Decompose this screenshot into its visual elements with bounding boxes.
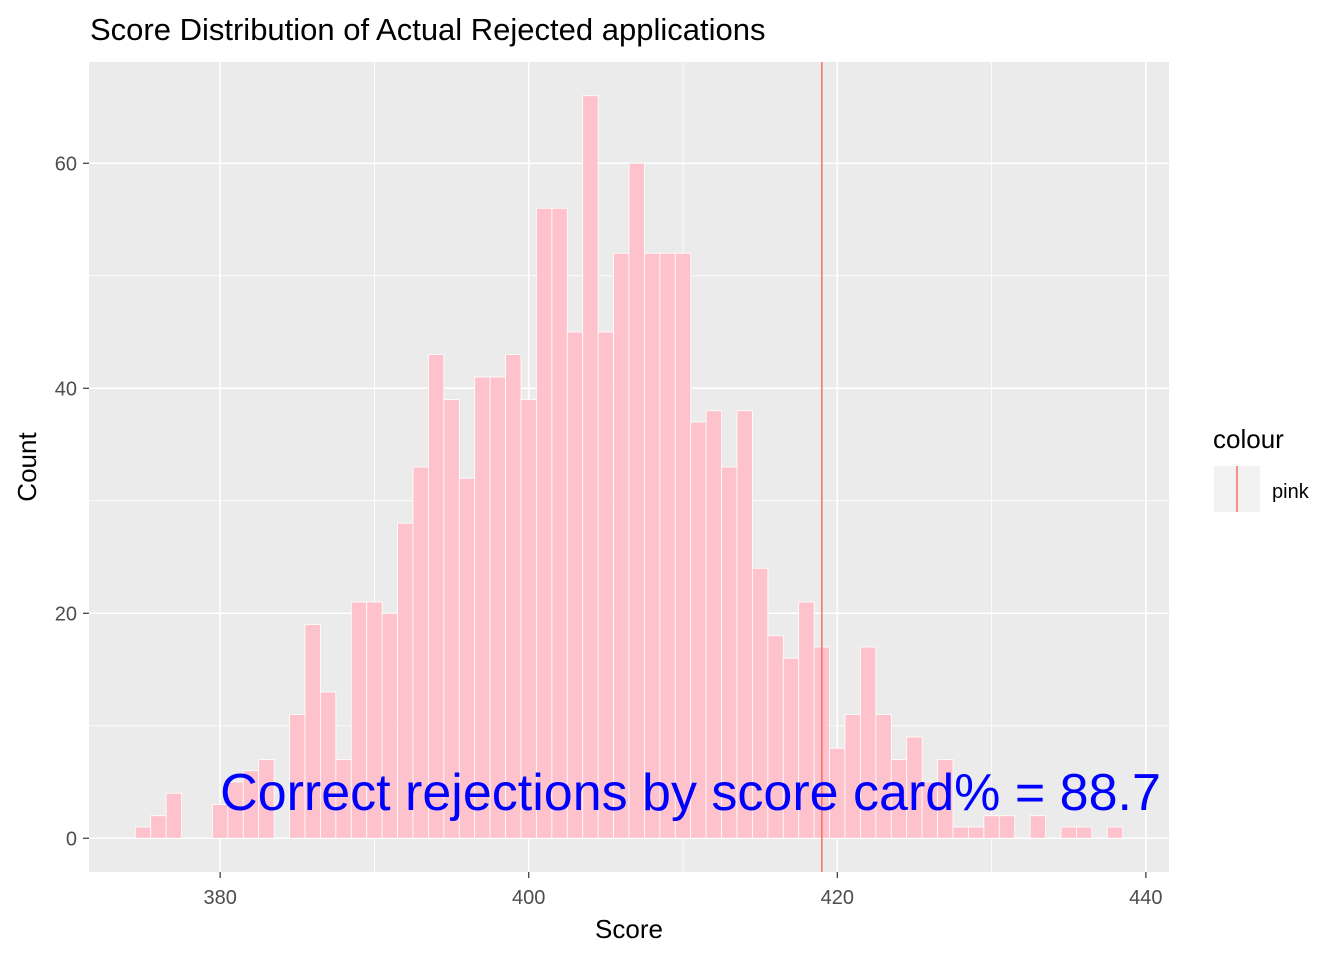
histogram-bar — [597, 331, 614, 839]
legend-label-pink: pink — [1272, 481, 1310, 503]
histogram-bar — [613, 252, 630, 839]
histogram-bar — [937, 759, 954, 839]
chart-title: Score Distribution of Actual Rejected ap… — [90, 12, 765, 47]
histogram-bar — [968, 826, 985, 839]
y-tick-label: 60 — [55, 153, 77, 175]
correct-rejections-annotation: Correct rejections by score card% = 88.7 — [220, 764, 1161, 822]
histogram-bar — [1106, 826, 1124, 839]
histogram-bar — [566, 331, 584, 839]
x-tick-label: 420 — [821, 887, 854, 909]
histogram-bar — [134, 826, 152, 839]
histogram-bar — [258, 759, 275, 839]
histogram-bar — [644, 252, 661, 839]
histogram-bar — [165, 792, 182, 839]
histogram-bar — [1060, 826, 1077, 839]
histogram-bar — [952, 826, 969, 839]
y-tick-label: 40 — [55, 378, 77, 400]
histogram-bar — [1029, 815, 1046, 839]
histogram-bar — [150, 815, 167, 839]
histogram-bar — [628, 162, 645, 839]
histogram-bar — [659, 252, 676, 839]
legend: colour pink — [1213, 424, 1310, 512]
x-tick-label: 400 — [512, 887, 545, 909]
x-tick-label: 440 — [1129, 887, 1162, 909]
legend-title: colour — [1213, 424, 1284, 454]
histogram-bar — [1076, 826, 1093, 839]
x-axis-title: Score — [595, 914, 663, 944]
histogram-bars — [134, 95, 1124, 839]
histogram-bar — [582, 95, 599, 839]
y-tick-label: 20 — [55, 603, 77, 625]
y-axis-ticks: 0 20 40 60 — [55, 153, 89, 850]
histogram-bar — [536, 207, 553, 839]
histogram-bar — [674, 252, 692, 839]
histogram-bar — [998, 815, 1016, 839]
y-tick-label: 0 — [66, 828, 77, 850]
x-tick-label: 380 — [203, 887, 236, 909]
x-axis-ticks: 380 400 420 440 — [203, 872, 1163, 909]
histogram-bar — [551, 207, 568, 839]
y-axis-title: Count — [12, 432, 42, 502]
